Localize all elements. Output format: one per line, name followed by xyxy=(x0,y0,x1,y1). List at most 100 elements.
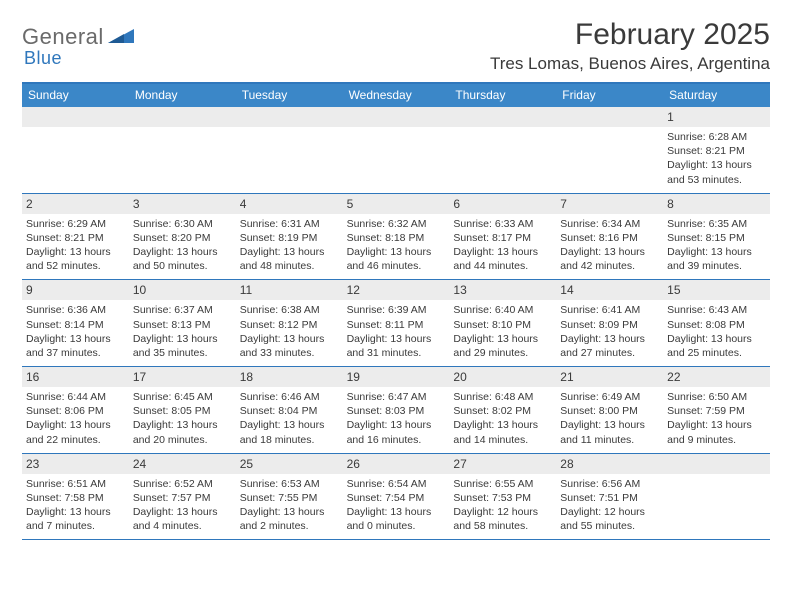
day-number: 2 xyxy=(22,194,129,214)
day-cell: 26Sunrise: 6:54 AMSunset: 7:54 PMDayligh… xyxy=(343,454,450,540)
day-number: 28 xyxy=(556,454,663,474)
day-cell: 19 Sunrise: 6:47 AMSunset: 8:03 PMDayligh… xyxy=(343,367,450,453)
day-info: Sunrise: 6:36 AMSunset: 8:14 PMDaylight:… xyxy=(26,303,125,360)
day-cell: 17 Sunrise: 6:45 AMSunset: 8:05 PMDayligh… xyxy=(129,367,236,453)
day-number: 24 xyxy=(129,454,236,474)
title-block: February 2025 Tres Lomas, Buenos Aires, … xyxy=(490,18,770,74)
day-cell: 14Sunrise: 6:41 AMSunset: 8:09 PMDayligh… xyxy=(556,280,663,366)
day-number xyxy=(22,107,129,127)
day-info: Sunrise: 6:54 AMSunset: 7:54 PMDaylight:… xyxy=(347,477,446,534)
day-number: 25 xyxy=(236,454,343,474)
day-cell: 23 Sunrise: 6:51 AMSunset: 7:58 PMDayligh… xyxy=(22,454,129,540)
day-header-monday: Monday xyxy=(129,84,236,107)
day-cell: 2 Sunrise: 6:29 AMSunset: 8:21 PMDaylight… xyxy=(22,194,129,280)
day-cell: 22 Sunrise: 6:50 AMSunset: 7:59 PMDayligh… xyxy=(663,367,770,453)
day-number xyxy=(343,107,450,127)
logo-triangle-icon xyxy=(108,26,134,49)
day-info: Sunrise: 6:56 AMSunset: 7:51 PMDaylight:… xyxy=(560,477,659,534)
day-cell: 9 Sunrise: 6:36 AMSunset: 8:14 PMDaylight… xyxy=(22,280,129,366)
week-row: 1Sunrise: 6:28 AMSunset: 8:21 PMDaylight… xyxy=(22,107,770,194)
day-number xyxy=(129,107,236,127)
day-number: 12 xyxy=(343,280,450,300)
day-number: 4 xyxy=(236,194,343,214)
day-number xyxy=(236,107,343,127)
day-number xyxy=(663,454,770,474)
day-info: Sunrise: 6:48 AMSunset: 8:02 PMDaylight:… xyxy=(453,390,552,447)
day-header-saturday: Saturday xyxy=(663,84,770,107)
day-number: 3 xyxy=(129,194,236,214)
day-number: 21 xyxy=(556,367,663,387)
day-info: Sunrise: 6:46 AMSunset: 8:04 PMDaylight:… xyxy=(240,390,339,447)
logo-sub: Blue xyxy=(24,48,62,69)
day-header-wednesday: Wednesday xyxy=(343,84,450,107)
day-info: Sunrise: 6:34 AMSunset: 8:16 PMDaylight:… xyxy=(560,217,659,274)
day-info: Sunrise: 6:49 AMSunset: 8:00 PMDaylight:… xyxy=(560,390,659,447)
day-cell: 28 Sunrise: 6:56 AMSunset: 7:51 PMDayligh… xyxy=(556,454,663,540)
day-header-row: SundayMondayTuesdayWednesdayThursdayFrid… xyxy=(22,84,770,107)
day-number: 27 xyxy=(449,454,556,474)
day-number: 15 xyxy=(663,280,770,300)
day-number: 8 xyxy=(663,194,770,214)
day-number: 10 xyxy=(129,280,236,300)
day-number: 17 xyxy=(129,367,236,387)
calendar: SundayMondayTuesdayWednesdayThursdayFrid… xyxy=(22,82,770,540)
day-cell: 6Sunrise: 6:33 AMSunset: 8:17 PMDaylight… xyxy=(449,194,556,280)
day-cell: 20 Sunrise: 6:48 AMSunset: 8:02 PMDayligh… xyxy=(449,367,556,453)
day-cell: 1Sunrise: 6:28 AMSunset: 8:21 PMDaylight… xyxy=(663,107,770,193)
day-info: Sunrise: 6:29 AMSunset: 8:21 PMDaylight:… xyxy=(26,217,125,274)
day-number: 22 xyxy=(663,367,770,387)
day-header-tuesday: Tuesday xyxy=(236,84,343,107)
logo-text-blue: Blue xyxy=(24,48,62,68)
day-info: Sunrise: 6:40 AMSunset: 8:10 PMDaylight:… xyxy=(453,303,552,360)
day-info: Sunrise: 6:51 AMSunset: 7:58 PMDaylight:… xyxy=(26,477,125,534)
day-info: Sunrise: 6:39 AMSunset: 8:11 PMDaylight:… xyxy=(347,303,446,360)
day-cell xyxy=(22,107,129,193)
day-info: Sunrise: 6:31 AMSunset: 8:19 PMDaylight:… xyxy=(240,217,339,274)
day-header-thursday: Thursday xyxy=(449,84,556,107)
day-cell: 7 Sunrise: 6:34 AMSunset: 8:16 PMDaylight… xyxy=(556,194,663,280)
day-info: Sunrise: 6:35 AMSunset: 8:15 PMDaylight:… xyxy=(667,217,766,274)
day-cell: 24 Sunrise: 6:52 AMSunset: 7:57 PMDayligh… xyxy=(129,454,236,540)
day-number: 9 xyxy=(22,280,129,300)
day-info: Sunrise: 6:37 AMSunset: 8:13 PMDaylight:… xyxy=(133,303,232,360)
day-number: 13 xyxy=(449,280,556,300)
day-cell: 15 Sunrise: 6:43 AMSunset: 8:08 PMDayligh… xyxy=(663,280,770,366)
logo-text-general: General xyxy=(22,24,104,50)
day-info: Sunrise: 6:47 AMSunset: 8:03 PMDaylight:… xyxy=(347,390,446,447)
day-info: Sunrise: 6:41 AMSunset: 8:09 PMDaylight:… xyxy=(560,303,659,360)
day-cell: 10 Sunrise: 6:37 AMSunset: 8:13 PMDayligh… xyxy=(129,280,236,366)
day-cell: 16Sunrise: 6:44 AMSunset: 8:06 PMDayligh… xyxy=(22,367,129,453)
week-row: 23 Sunrise: 6:51 AMSunset: 7:58 PMDayligh… xyxy=(22,454,770,541)
day-cell: 13 Sunrise: 6:40 AMSunset: 8:10 PMDayligh… xyxy=(449,280,556,366)
day-cell xyxy=(236,107,343,193)
day-info: Sunrise: 6:53 AMSunset: 7:55 PMDaylight:… xyxy=(240,477,339,534)
day-cell: 5 Sunrise: 6:32 AMSunset: 8:18 PMDaylight… xyxy=(343,194,450,280)
week-row: 9 Sunrise: 6:36 AMSunset: 8:14 PMDaylight… xyxy=(22,280,770,367)
day-number: 11 xyxy=(236,280,343,300)
day-number: 19 xyxy=(343,367,450,387)
day-cell: 21 Sunrise: 6:49 AMSunset: 8:00 PMDayligh… xyxy=(556,367,663,453)
day-number: 20 xyxy=(449,367,556,387)
month-title: February 2025 xyxy=(490,18,770,52)
day-info: Sunrise: 6:33 AMSunset: 8:17 PMDaylight:… xyxy=(453,217,552,274)
day-info: Sunrise: 6:32 AMSunset: 8:18 PMDaylight:… xyxy=(347,217,446,274)
day-number: 5 xyxy=(343,194,450,214)
day-info: Sunrise: 6:38 AMSunset: 8:12 PMDaylight:… xyxy=(240,303,339,360)
day-cell xyxy=(663,454,770,540)
day-cell xyxy=(556,107,663,193)
day-info: Sunrise: 6:43 AMSunset: 8:08 PMDaylight:… xyxy=(667,303,766,360)
day-info: Sunrise: 6:55 AMSunset: 7:53 PMDaylight:… xyxy=(453,477,552,534)
day-info: Sunrise: 6:44 AMSunset: 8:06 PMDaylight:… xyxy=(26,390,125,447)
day-info: Sunrise: 6:45 AMSunset: 8:05 PMDaylight:… xyxy=(133,390,232,447)
day-number: 23 xyxy=(22,454,129,474)
day-info: Sunrise: 6:52 AMSunset: 7:57 PMDaylight:… xyxy=(133,477,232,534)
day-info: Sunrise: 6:28 AMSunset: 8:21 PMDaylight:… xyxy=(667,130,766,187)
day-header-sunday: Sunday xyxy=(22,84,129,107)
day-number xyxy=(449,107,556,127)
day-number: 7 xyxy=(556,194,663,214)
day-cell: 25 Sunrise: 6:53 AMSunset: 7:55 PMDayligh… xyxy=(236,454,343,540)
day-header-friday: Friday xyxy=(556,84,663,107)
day-cell: 11 Sunrise: 6:38 AMSunset: 8:12 PMDayligh… xyxy=(236,280,343,366)
day-info: Sunrise: 6:50 AMSunset: 7:59 PMDaylight:… xyxy=(667,390,766,447)
day-cell xyxy=(343,107,450,193)
